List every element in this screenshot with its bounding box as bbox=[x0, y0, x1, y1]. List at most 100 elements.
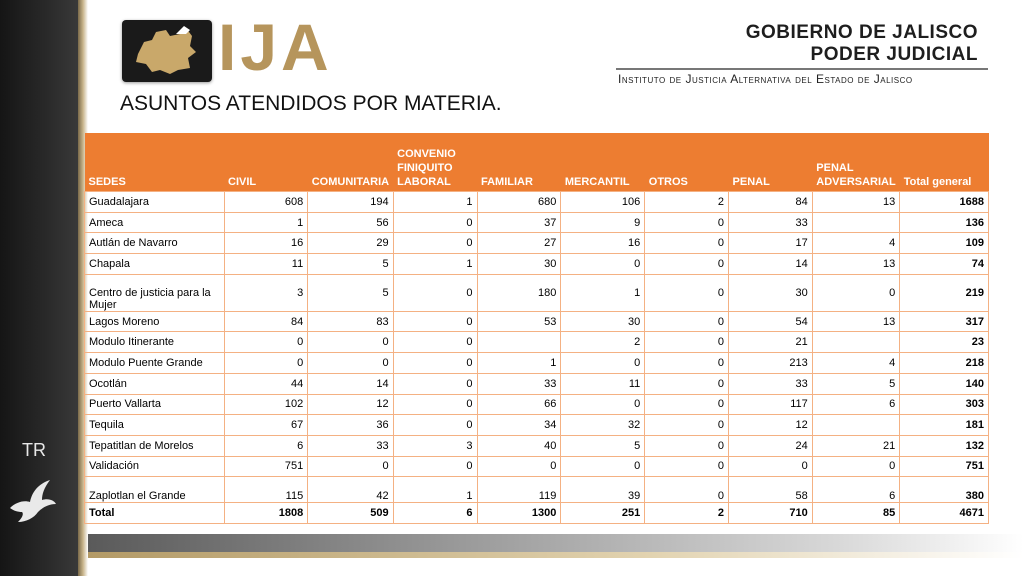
page-title: ASUNTOS ATENDIDOS POR MATERIA. bbox=[120, 92, 502, 115]
table-row: Puerto Vallarta 102 12 0 66 0 0 117 6 303 bbox=[84, 393, 989, 416]
value-cell: 0 bbox=[307, 331, 394, 354]
value-cell: 0 bbox=[560, 253, 646, 275]
sede-cell: Total bbox=[84, 502, 225, 524]
value-cell: 32 bbox=[560, 414, 646, 436]
value-cell: 54 bbox=[728, 310, 813, 333]
value-cell bbox=[811, 331, 901, 354]
value-cell: 180 bbox=[476, 273, 562, 312]
col-header: FAMILIAR bbox=[477, 133, 561, 192]
value-cell: 106 bbox=[560, 191, 646, 213]
total-cell: 109 bbox=[899, 232, 989, 255]
value-cell: 3 bbox=[223, 273, 309, 312]
value-cell: 4 bbox=[811, 352, 901, 374]
sede-cell: Autlán de Navarro bbox=[84, 232, 225, 255]
value-cell: 0 bbox=[392, 331, 478, 354]
value-cell: 9 bbox=[560, 211, 646, 234]
table-row: Ameca 1 56 0 37 9 0 33 136 bbox=[84, 211, 989, 234]
value-cell: 119 bbox=[476, 476, 562, 504]
value-cell: 30 bbox=[560, 310, 646, 333]
value-cell: 1808 bbox=[223, 502, 309, 524]
value-cell: 0 bbox=[476, 455, 562, 478]
value-cell: 0 bbox=[644, 211, 730, 234]
institute-name: Instituto de Justicia Alternativa del Es… bbox=[618, 72, 913, 86]
value-cell: 36 bbox=[307, 414, 394, 436]
value-cell: 14 bbox=[307, 372, 394, 395]
value-cell: 4 bbox=[811, 232, 901, 255]
sede-cell: Modulo Itinerante bbox=[84, 331, 225, 354]
value-cell: 30 bbox=[476, 253, 562, 275]
value-cell: 2 bbox=[560, 331, 646, 354]
value-cell bbox=[811, 211, 901, 234]
value-cell: 0 bbox=[644, 253, 730, 275]
total-cell: 132 bbox=[899, 434, 989, 457]
value-cell: 16 bbox=[223, 232, 309, 255]
col-header: COMUNITARIA bbox=[307, 133, 394, 192]
value-cell: 102 bbox=[223, 393, 309, 416]
value-cell: 2 bbox=[644, 502, 730, 524]
dove-icon bbox=[10, 480, 56, 522]
value-cell: 13 bbox=[811, 310, 901, 333]
value-cell: 1 bbox=[223, 211, 309, 234]
value-cell: 213 bbox=[728, 352, 813, 374]
value-cell: 6 bbox=[392, 502, 478, 524]
value-cell: 0 bbox=[392, 352, 478, 374]
gov-line-2: PODER JUDICIAL bbox=[810, 44, 978, 65]
value-cell: 0 bbox=[644, 455, 730, 478]
value-cell: 0 bbox=[307, 455, 394, 478]
value-cell: 27 bbox=[476, 232, 562, 255]
col-header: MERCANTIL bbox=[560, 133, 645, 192]
table-row: Modulo Puente Grande 0 0 0 1 0 0 213 4 218 bbox=[84, 352, 989, 374]
value-cell: 0 bbox=[644, 434, 730, 457]
sidebar-label: TR bbox=[22, 440, 46, 460]
value-cell: 115 bbox=[223, 476, 309, 504]
value-cell: 5 bbox=[307, 253, 394, 275]
value-cell: 24 bbox=[728, 434, 813, 457]
table-row: Tequila 67 36 0 34 32 0 12 181 bbox=[84, 414, 989, 436]
total-cell: 1688 bbox=[899, 191, 989, 213]
value-cell: 13 bbox=[811, 253, 901, 275]
value-cell: 0 bbox=[223, 352, 309, 374]
total-cell: 140 bbox=[899, 372, 989, 395]
table-row: Modulo Itinerante 0 0 0 2 0 21 23 bbox=[84, 331, 989, 354]
value-cell: 56 bbox=[307, 211, 394, 234]
total-cell: 219 bbox=[899, 273, 989, 312]
value-cell: 117 bbox=[728, 393, 813, 416]
value-cell: 1 bbox=[392, 253, 478, 275]
sede-cell: Ameca bbox=[84, 211, 225, 234]
sede-cell: Puerto Vallarta bbox=[84, 393, 225, 416]
table-row: Guadalajara 608 194 1 680 106 2 84 13 1688 bbox=[84, 191, 989, 213]
sede-cell: Tequila bbox=[84, 414, 225, 436]
total-cell: 751 bbox=[899, 455, 989, 478]
value-cell: 251 bbox=[560, 502, 646, 524]
value-cell: 0 bbox=[560, 455, 646, 478]
value-cell: 0 bbox=[811, 455, 901, 478]
table-row: Ocotlán 44 14 0 33 11 0 33 5 140 bbox=[84, 372, 989, 395]
value-cell: 30 bbox=[728, 273, 813, 312]
table-row: Lagos Moreno 84 83 0 53 30 0 54 13 317 bbox=[84, 310, 989, 333]
value-cell: 0 bbox=[644, 310, 730, 333]
value-cell: 0 bbox=[644, 352, 730, 374]
sidebar-panel bbox=[0, 0, 80, 576]
jalisco-map-logo-icon bbox=[136, 26, 196, 74]
total-cell: 303 bbox=[899, 393, 989, 416]
table-row: Centro de justicia para la Mujer 3 5 0 180 1 0… bbox=[84, 273, 989, 312]
value-cell: 751 bbox=[223, 455, 309, 478]
value-cell: 17 bbox=[728, 232, 813, 255]
footer-bar bbox=[88, 534, 1024, 552]
value-cell: 85 bbox=[811, 502, 901, 524]
col-header: SEDES bbox=[84, 133, 225, 192]
value-cell: 5 bbox=[307, 273, 394, 312]
sede-cell: Modulo Puente Grande bbox=[84, 352, 225, 374]
value-cell: 67 bbox=[223, 414, 309, 436]
total-cell: 74 bbox=[899, 253, 989, 275]
value-cell: 44 bbox=[223, 372, 309, 395]
value-cell: 0 bbox=[644, 414, 730, 436]
col-header: CONVENIO FINIQUITO LABORAL bbox=[393, 133, 477, 192]
value-cell: 2 bbox=[644, 191, 730, 213]
value-cell: 12 bbox=[307, 393, 394, 416]
value-cell: 6 bbox=[811, 476, 901, 504]
value-cell: 0 bbox=[560, 393, 646, 416]
value-cell: 0 bbox=[644, 393, 730, 416]
value-cell bbox=[811, 414, 901, 436]
value-cell: 0 bbox=[728, 455, 813, 478]
